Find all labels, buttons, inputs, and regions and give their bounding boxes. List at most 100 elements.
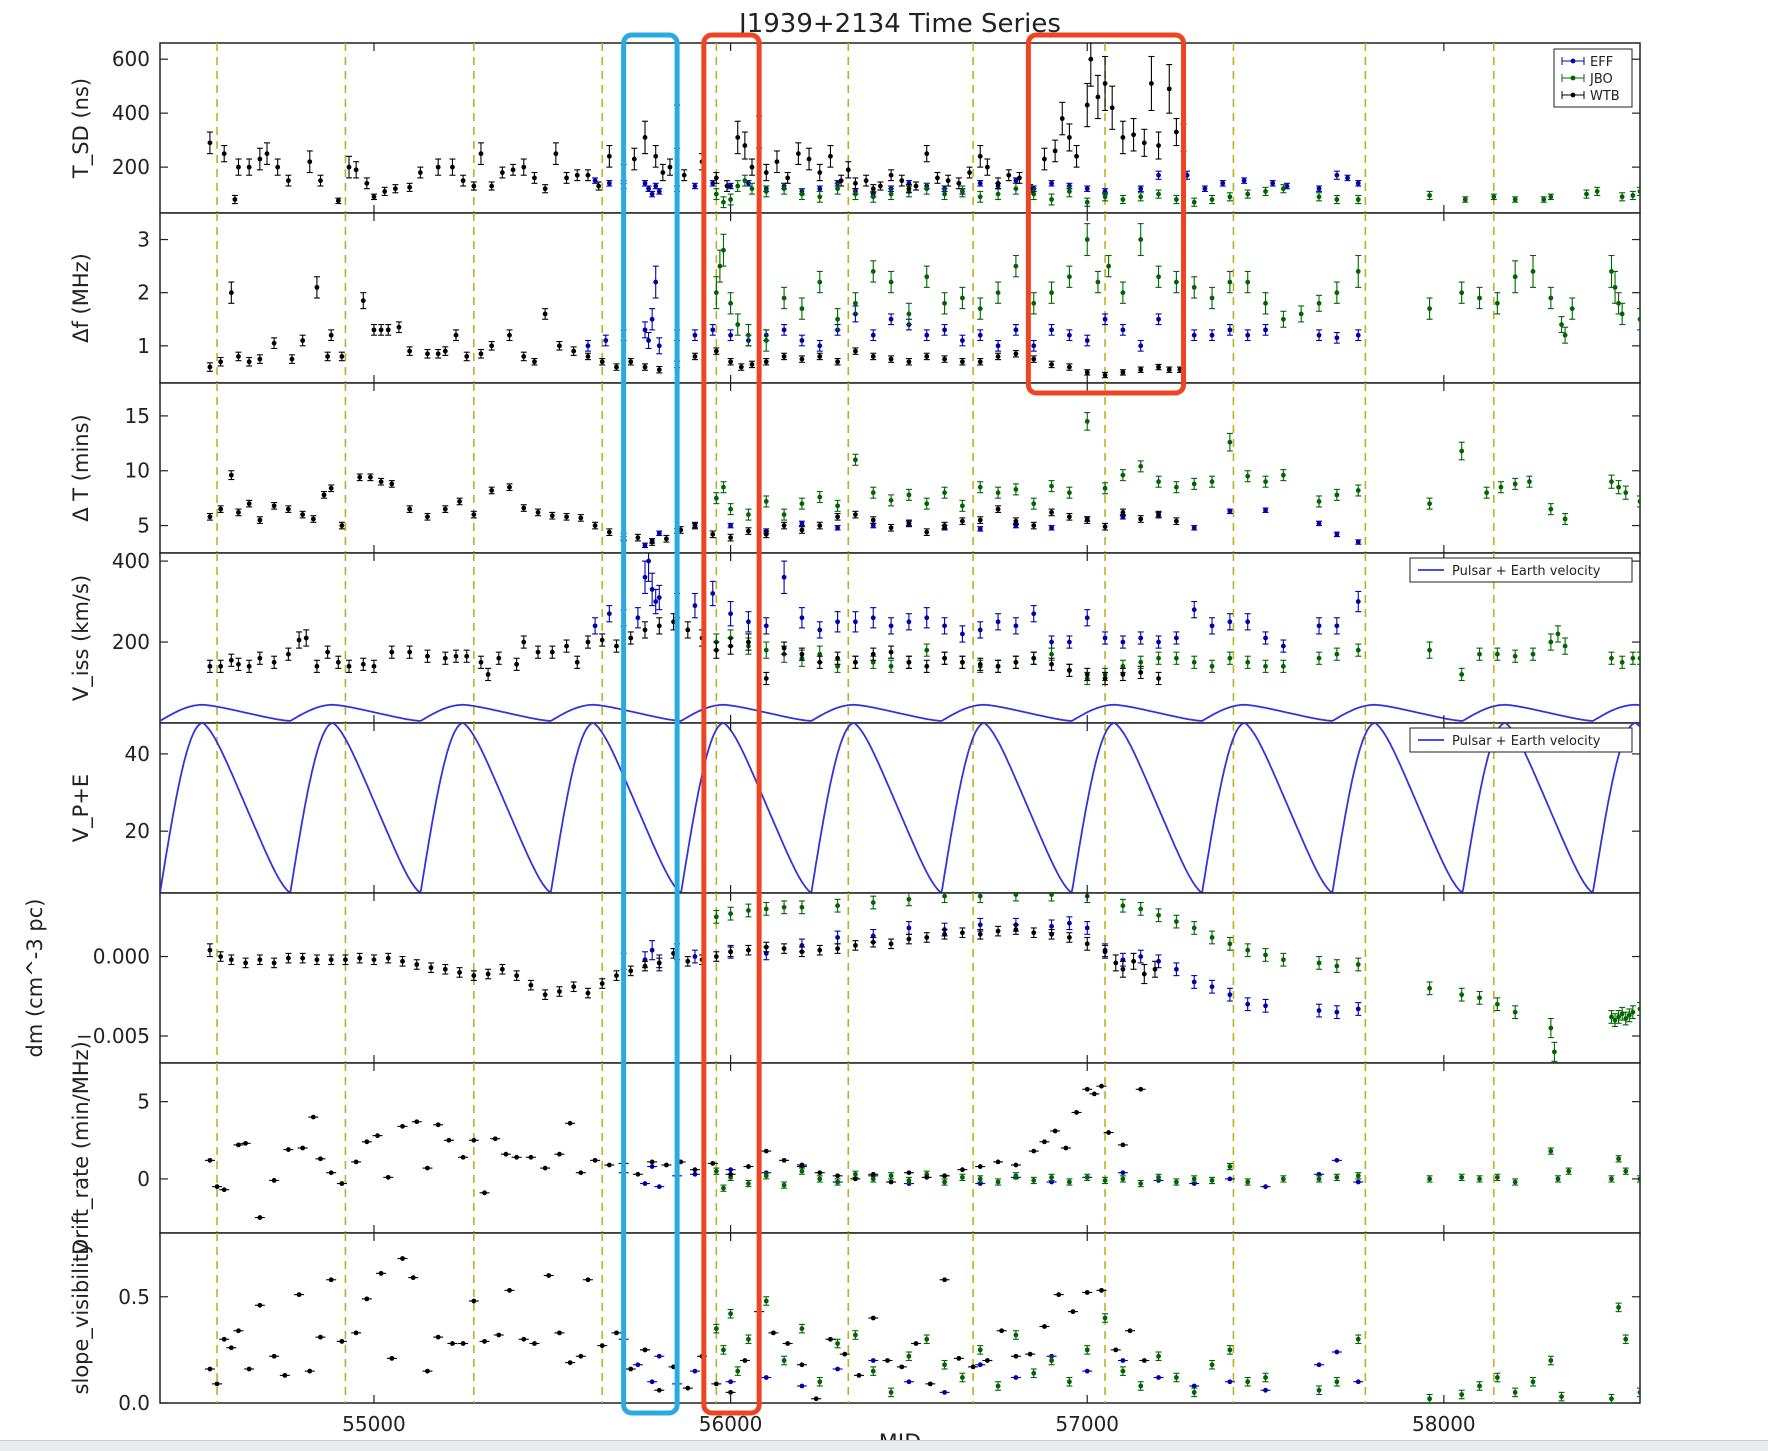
marker [553, 151, 558, 156]
marker [1245, 333, 1250, 338]
marker [800, 949, 805, 954]
marker [578, 1170, 583, 1175]
marker [329, 333, 334, 338]
marker [817, 495, 822, 500]
marker [907, 926, 912, 931]
marker [739, 365, 744, 370]
marker [1527, 479, 1532, 484]
marker [1014, 264, 1019, 269]
marker [714, 914, 719, 919]
marker [889, 192, 894, 197]
marker [218, 507, 223, 512]
marker [425, 351, 430, 356]
marker [1120, 327, 1125, 332]
marker [653, 280, 658, 285]
y-tick-label: 200 [112, 155, 150, 179]
marker [361, 298, 366, 303]
marker [1317, 194, 1322, 199]
marker [1156, 479, 1161, 484]
marker [386, 1175, 391, 1180]
marker [243, 1141, 248, 1146]
marker [871, 615, 876, 620]
marker [1563, 517, 1568, 522]
marker [471, 1138, 476, 1143]
marker [907, 937, 912, 942]
marker [1167, 367, 1172, 372]
marker [764, 906, 769, 911]
marker [543, 992, 548, 997]
marker [1138, 1087, 1143, 1092]
marker [1345, 176, 1350, 181]
marker [978, 359, 983, 364]
marker [978, 1164, 983, 1169]
marker [996, 192, 1001, 197]
marker [1210, 623, 1215, 628]
marker [479, 660, 484, 665]
marker [817, 354, 822, 359]
marker [1103, 676, 1108, 681]
marker [208, 365, 213, 370]
marker [1281, 644, 1286, 649]
marker [746, 1337, 751, 1342]
marker [924, 354, 929, 359]
marker [521, 354, 526, 359]
marker [853, 512, 858, 517]
marker [817, 1170, 822, 1175]
marker [782, 905, 787, 910]
marker [372, 664, 377, 669]
marker [1616, 1015, 1621, 1020]
marker [325, 650, 330, 655]
marker [1156, 143, 1161, 148]
marker [889, 357, 894, 362]
marker [236, 165, 241, 170]
marker [996, 507, 1001, 512]
marker [1049, 327, 1054, 332]
marker [1245, 474, 1250, 479]
marker [1085, 186, 1090, 191]
marker [1227, 941, 1232, 946]
marker [315, 957, 320, 962]
marker [635, 1362, 640, 1367]
marker [1203, 186, 1208, 191]
marker [578, 516, 583, 521]
marker [1210, 296, 1215, 301]
marker [247, 165, 252, 170]
marker [1138, 660, 1143, 665]
marker [889, 280, 894, 285]
legend-marker [1571, 93, 1576, 98]
marker [817, 186, 822, 191]
marker [628, 636, 633, 641]
marker [329, 1170, 334, 1175]
marker [996, 490, 1001, 495]
marker [1638, 1007, 1643, 1012]
marker [507, 333, 512, 338]
marker [942, 1390, 947, 1395]
marker [1620, 312, 1625, 317]
marker [693, 954, 698, 959]
marker [1459, 672, 1464, 677]
marker [375, 1133, 380, 1138]
marker [942, 1362, 947, 1367]
y-axis-label: Drift_rate (min/MHz) [69, 1041, 94, 1255]
marker [1356, 962, 1361, 967]
marker [1156, 274, 1161, 279]
marker [1092, 1092, 1097, 1097]
marker [1356, 1379, 1361, 1384]
marker [942, 490, 947, 495]
marker [1281, 473, 1286, 478]
marker [489, 184, 494, 189]
marker [1138, 237, 1143, 242]
marker [550, 513, 555, 518]
marker [218, 954, 223, 959]
marker [1227, 1379, 1232, 1384]
marker [735, 1369, 740, 1374]
marker [372, 194, 377, 199]
marker [646, 338, 651, 343]
marker [864, 178, 869, 183]
marker [1067, 490, 1072, 495]
y-tick-label: 15 [125, 404, 150, 428]
marker [571, 349, 576, 354]
marker [1513, 197, 1518, 202]
marker [1085, 941, 1090, 946]
marker [871, 333, 876, 338]
